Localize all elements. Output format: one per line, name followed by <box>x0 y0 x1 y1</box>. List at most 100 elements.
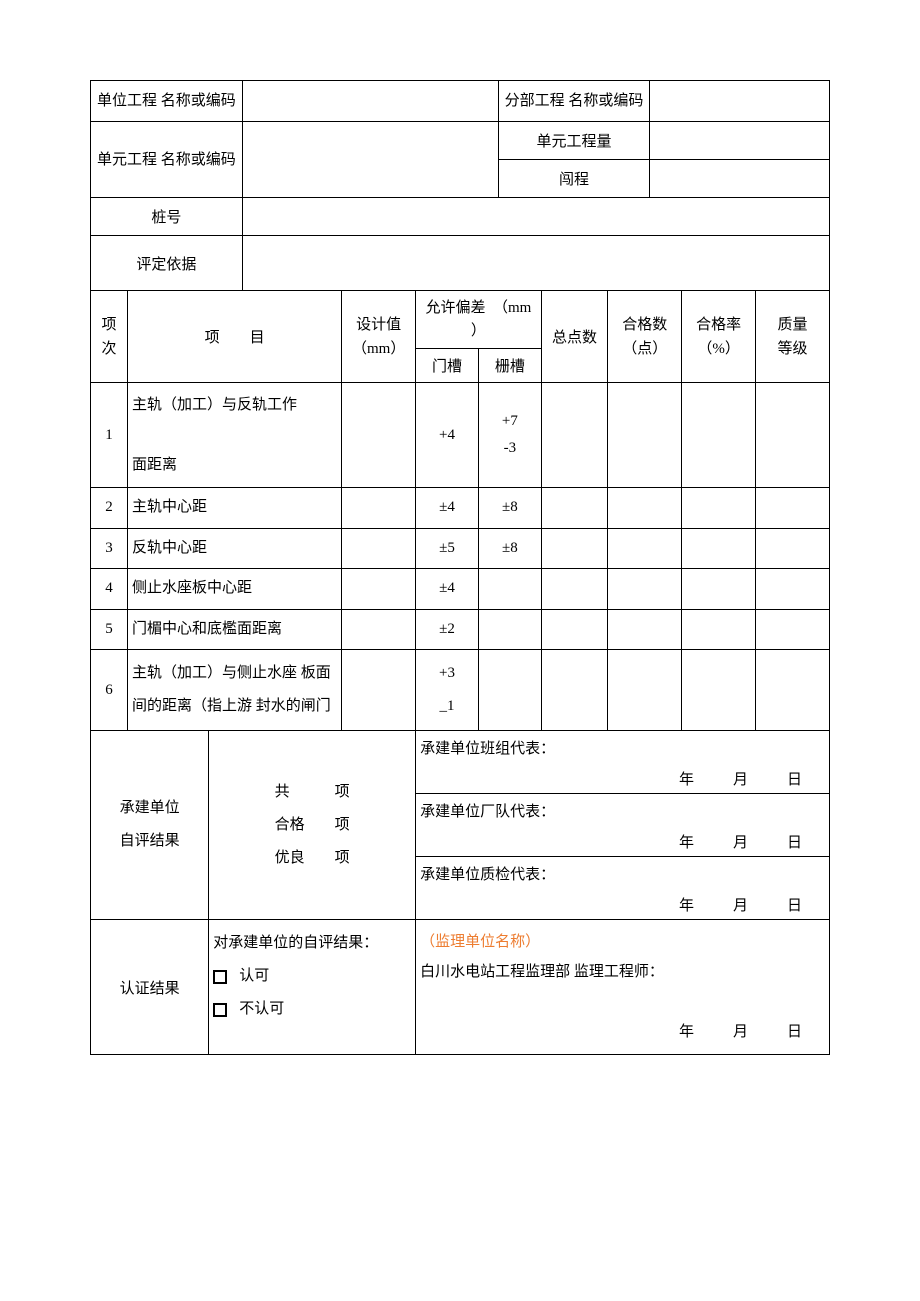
self-eval-summary: 共 项 合格 项 优良 项 <box>209 731 416 920</box>
col-pass-rate: 合格率（%） <box>682 291 756 383</box>
row4-idx: 4 <box>91 569 128 610</box>
col-grade: 质量等级 <box>756 291 830 383</box>
row4-total <box>541 569 608 610</box>
row6-tol1: +3_1 <box>416 650 479 731</box>
row2-idx: 2 <box>91 488 128 529</box>
table-row: 3 反轨中心距 ±5 ±8 <box>91 528 830 569</box>
row5-passrate <box>682 609 756 650</box>
row5-grade <box>756 609 830 650</box>
row3-tol1: ±5 <box>416 528 479 569</box>
row4-item: 侧止水座板中心距 <box>127 569 341 610</box>
row5-total <box>541 609 608 650</box>
col-tol-sub2: 栅槽 <box>478 349 541 383</box>
col-tol-sub1: 门槽 <box>416 349 479 383</box>
table-row: 6 主轨（加工）与侧止水座 板面间的距离（指上游 封水的闸门 +3_1 <box>91 650 830 731</box>
col-total: 总点数 <box>541 291 608 383</box>
row1-tol2: +7-3 <box>478 383 541 488</box>
main-eval-table: 项次 项 目 设计值（mm） 允许偏差 （mm） 总点数 合格数（点） 合格率（… <box>90 291 830 1055</box>
row3-passrate <box>682 528 756 569</box>
row2-passrate <box>682 488 756 529</box>
hdr-sub-proj-value <box>650 81 830 122</box>
hdr-mileage-value <box>650 160 830 198</box>
col-design: 设计值（mm） <box>342 291 416 383</box>
hdr-element-proj-value <box>242 122 498 198</box>
hdr-element-proj-label: 单元工程 名称或编码 <box>91 122 243 198</box>
row5-design <box>342 609 416 650</box>
row2-tol1: ±4 <box>416 488 479 529</box>
row4-passrate <box>682 569 756 610</box>
row1-passrate <box>682 383 756 488</box>
row6-passcount <box>608 650 682 731</box>
cert-date: 年 月 日 <box>420 1017 825 1047</box>
col-index: 项次 <box>91 291 128 383</box>
supervisor-org: （监理单位名称） <box>420 927 825 957</box>
row4-tol1: ±4 <box>416 569 479 610</box>
hdr-sub-proj-label: 分部工程 名称或编码 <box>498 81 650 122</box>
col-item: 项 目 <box>127 291 341 383</box>
self-eval-rep2: 承建单位厂队代表： 年 月 日 <box>416 794 830 857</box>
cert-label: 认证结果 <box>91 920 209 1055</box>
row4-design <box>342 569 416 610</box>
row3-tol2: ±8 <box>478 528 541 569</box>
cert-left: 对承建单位的自评结果： 认可 不认可 <box>209 920 416 1055</box>
table-row: 5 门楣中心和底檻面距离 ±2 <box>91 609 830 650</box>
row5-tol2 <box>478 609 541 650</box>
eval-basis-label: 评定依据 <box>91 236 243 291</box>
hdr-unit-proj-label: 单位工程 名称或编码 <box>91 81 243 122</box>
row1-idx: 1 <box>91 383 128 488</box>
row1-passcount <box>608 383 682 488</box>
row1-total <box>541 383 608 488</box>
row6-total <box>541 650 608 731</box>
cert-right: （监理单位名称） 白川水电站工程监理部 监理工程师： 年 月 日 <box>416 920 830 1055</box>
row6-item: 主轨（加工）与侧止水座 板面间的距离（指上游 封水的闸门 <box>127 650 341 731</box>
row3-total <box>541 528 608 569</box>
self-eval-rep3: 承建单位质检代表： 年 月 日 <box>416 857 830 920</box>
row3-passcount <box>608 528 682 569</box>
row5-idx: 5 <box>91 609 128 650</box>
row4-tol2 <box>478 569 541 610</box>
row3-idx: 3 <box>91 528 128 569</box>
self-eval-rep1: 承建单位班组代表： 年 月 日 <box>416 731 830 794</box>
row1-item: 主轨（加工）与反轨工作面距离 <box>127 383 341 488</box>
cert-row: 认证结果 对承建单位的自评结果： 认可 不认可 （监理单位名称） 白川水电站工程… <box>91 920 830 1055</box>
checkbox-icon <box>213 1003 227 1017</box>
row6-grade <box>756 650 830 731</box>
row2-total <box>541 488 608 529</box>
row1-design <box>342 383 416 488</box>
row2-tol2: ±8 <box>478 488 541 529</box>
row2-item: 主轨中心距 <box>127 488 341 529</box>
col-pass-count: 合格数（点） <box>608 291 682 383</box>
row2-passcount <box>608 488 682 529</box>
row1-grade <box>756 383 830 488</box>
hdr-mileage-label: 闯程 <box>498 160 650 198</box>
table-row: 1 主轨（加工）与反轨工作面距离 +4 +7-3 <box>91 383 830 488</box>
col-tolerance: 允许偏差 （mm） <box>416 291 542 349</box>
row2-design <box>342 488 416 529</box>
hdr-element-qty-label: 单元工程量 <box>498 122 650 160</box>
hdr-unit-proj-value <box>242 81 498 122</box>
row5-passcount <box>608 609 682 650</box>
row5-item: 门楣中心和底檻面距离 <box>127 609 341 650</box>
row6-idx: 6 <box>91 650 128 731</box>
row4-passcount <box>608 569 682 610</box>
self-eval-label: 承建单位自评结果 <box>91 731 209 920</box>
row3-design <box>342 528 416 569</box>
row5-tol1: ±2 <box>416 609 479 650</box>
row6-design <box>342 650 416 731</box>
hdr-pile-label: 桩号 <box>91 198 243 236</box>
table-row: 2 主轨中心距 ±4 ±8 <box>91 488 830 529</box>
row2-grade <box>756 488 830 529</box>
row6-passrate <box>682 650 756 731</box>
row6-tol2 <box>478 650 541 731</box>
supervisor-dept: 白川水电站工程监理部 监理工程师： <box>420 957 825 987</box>
self-eval-row: 承建单位自评结果 共 项 合格 项 优良 项 承建单位班组代表： 年 月 日 <box>91 731 830 794</box>
checkbox-icon <box>213 970 227 984</box>
header-table: 单位工程 名称或编码 分部工程 名称或编码 单元工程 名称或编码 单元工程量 闯… <box>90 80 830 291</box>
table-row: 4 侧止水座板中心距 ±4 <box>91 569 830 610</box>
row3-item: 反轨中心距 <box>127 528 341 569</box>
hdr-element-qty-value <box>650 122 830 160</box>
hdr-pile-value <box>242 198 829 236</box>
row3-grade <box>756 528 830 569</box>
row1-tol1: +4 <box>416 383 479 488</box>
eval-basis-value <box>242 236 829 291</box>
